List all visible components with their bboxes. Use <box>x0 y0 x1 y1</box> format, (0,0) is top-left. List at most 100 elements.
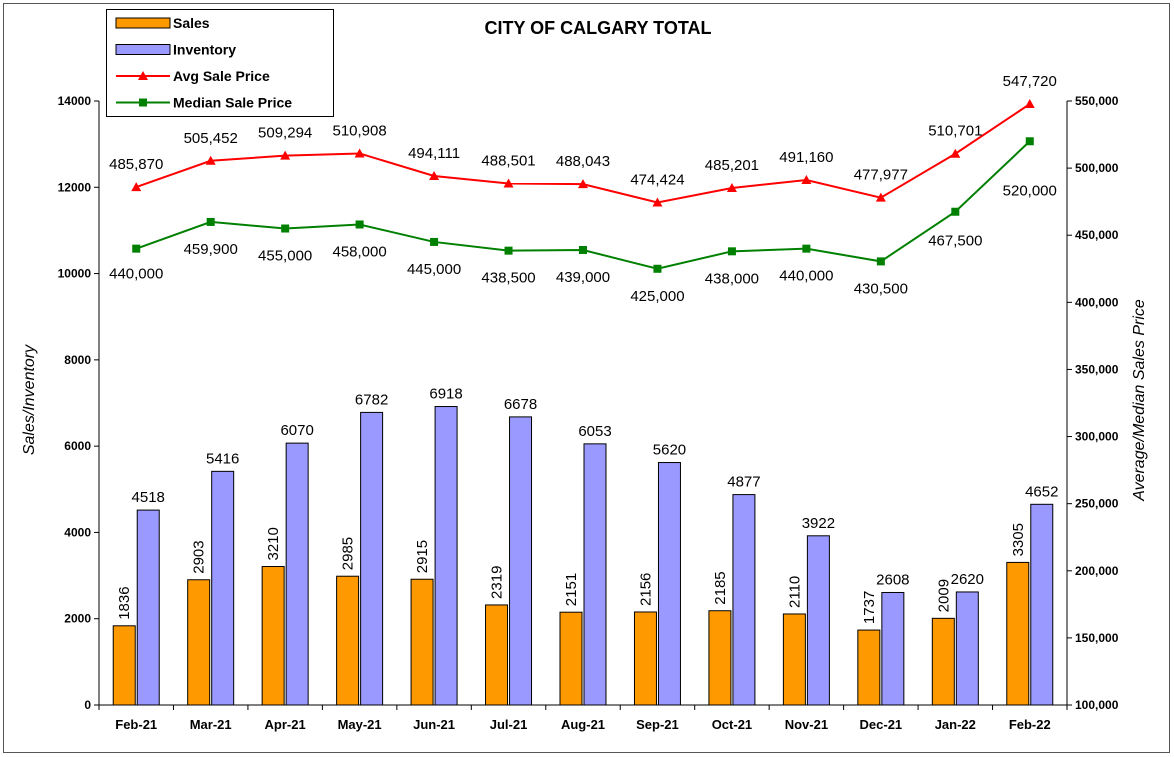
avg-price-marker <box>205 155 216 165</box>
avg-price-data-label: 477,977 <box>854 167 908 184</box>
sales-bar <box>633 611 657 706</box>
right-tick-label: 200,000 <box>1075 564 1119 578</box>
avg-price-data-label: 485,201 <box>705 157 759 174</box>
avg-price-marker <box>875 192 886 202</box>
legend-sales-swatch <box>115 17 171 29</box>
median-price-marker <box>504 246 513 255</box>
legend-label: Inventory <box>173 42 236 58</box>
median-price-marker <box>132 244 141 253</box>
x-tick-label: Jan-22 <box>935 717 976 732</box>
avg-price-data-label: 505,452 <box>184 130 238 147</box>
avg-price-data-label: 547,720 <box>1003 73 1057 90</box>
median-price-data-label: 440,000 <box>779 268 833 285</box>
inventory-bar <box>434 406 458 706</box>
left-tick-label: 6000 <box>64 439 91 453</box>
sales-data-label: 1737 <box>861 591 878 624</box>
bars-group <box>112 406 1054 706</box>
median-price-marker <box>579 245 587 254</box>
median-price-data-label: 467,500 <box>928 233 982 250</box>
avg-price-marker <box>280 150 291 160</box>
sales-bar <box>559 611 583 706</box>
right-tick-label: 550,000 <box>1075 94 1119 108</box>
lines-group <box>131 99 1035 273</box>
legend-label: Avg Sale Price <box>173 68 270 84</box>
left-tick-label: 14000 <box>58 94 92 108</box>
inventory-data-label: 6070 <box>280 422 313 439</box>
x-tick-label: Feb-21 <box>115 717 157 732</box>
median-price-data-label: 439,000 <box>556 269 610 286</box>
left-tick-label: 8000 <box>64 353 91 367</box>
data-labels-group: 1836 2903 3210 2985 2915 2319 2151 2156 2185 2110… <box>109 73 1058 624</box>
axes-group: 0 2000 4000 6000 8000 10000 12000 14000 100,000 1… <box>58 94 1119 732</box>
sales-data-label: 2110 <box>786 576 803 608</box>
legend-median-marker <box>139 98 147 107</box>
right-tick-label: 150,000 <box>1075 631 1119 645</box>
sales-data-label: 2156 <box>637 573 654 606</box>
sales-data-label: 1836 <box>116 586 133 619</box>
avg-price-marker <box>801 174 812 184</box>
inventory-data-label: 5416 <box>206 450 239 467</box>
median-price-data-label: 459,900 <box>184 241 238 258</box>
right-tick-label: 400,000 <box>1075 295 1119 309</box>
avg-price-marker <box>726 182 737 192</box>
avg-price-data-label: 474,424 <box>630 171 684 188</box>
median-price-marker <box>430 237 439 246</box>
x-tick-label: Nov-21 <box>785 717 828 732</box>
avg-price-data-label: 510,701 <box>928 123 982 140</box>
legend-label: Median Sale Price <box>173 95 292 111</box>
sales-data-label: 2319 <box>489 566 506 599</box>
sales-data-label: 2151 <box>563 573 580 606</box>
inventory-data-label: 4518 <box>132 489 165 506</box>
sales-data-label: 2985 <box>340 537 357 570</box>
sales-data-label: 2915 <box>414 540 431 573</box>
x-tick-label: Aug-21 <box>561 717 605 732</box>
median-price-data-label: 440,000 <box>109 266 163 283</box>
x-tick-label: Mar-21 <box>190 717 232 732</box>
inventory-bar <box>211 470 235 706</box>
median-price-data-label: 430,500 <box>854 280 908 297</box>
avg-price-marker <box>578 179 588 189</box>
median-price-data-label: 438,000 <box>705 270 759 287</box>
inventory-bar <box>583 443 607 706</box>
inventory-data-label: 6782 <box>355 391 388 408</box>
sales-bar <box>782 613 806 706</box>
inventory-data-label: 4877 <box>727 474 760 491</box>
sales-bar <box>261 566 285 706</box>
avg-price-marker <box>503 178 514 188</box>
sales-bar <box>857 629 881 706</box>
median-price-data-label: 455,000 <box>258 248 312 265</box>
avg-price-marker <box>950 148 961 158</box>
sales-bar <box>1006 561 1030 706</box>
x-tick-label: Apr-21 <box>265 717 306 732</box>
avg-price-data-label: 494,111 <box>408 145 460 162</box>
sales-data-label: 3210 <box>265 527 282 560</box>
inventory-data-label: 6678 <box>504 396 537 413</box>
left-tick-label: 10000 <box>58 267 92 281</box>
avg-price-marker <box>131 182 142 192</box>
left-tick-label: 12000 <box>58 180 92 194</box>
right-tick-label: 450,000 <box>1075 228 1119 242</box>
sales-bar <box>410 578 434 706</box>
right-tick-label: 250,000 <box>1075 497 1119 511</box>
avg-price-data-label: 488,043 <box>556 153 610 170</box>
median-price-data-label: 445,000 <box>407 261 461 278</box>
avg-price-marker <box>429 171 440 181</box>
median-price-data-label: 425,000 <box>630 288 684 305</box>
median-price-marker <box>802 244 811 253</box>
avg-price-data-label: 491,160 <box>779 149 833 166</box>
legend-label: Sales <box>173 15 210 31</box>
inventory-data-label: 6918 <box>429 386 462 403</box>
sales-data-label: 2903 <box>191 540 208 573</box>
median-price-marker <box>355 220 364 229</box>
median-price-marker <box>653 264 662 273</box>
median-price-data-label: 438,500 <box>481 270 535 287</box>
sales-bar <box>336 575 360 706</box>
avg-price-data-label: 485,870 <box>109 156 163 173</box>
sales-bar <box>708 610 732 706</box>
right-tick-label: 500,000 <box>1075 161 1119 175</box>
chart-title: CITY OF CALGARY TOTAL <box>484 18 711 38</box>
inventory-data-label: 2620 <box>951 571 984 588</box>
sales-bar <box>931 617 955 706</box>
median-price-data-label: 520,000 <box>1003 182 1057 199</box>
left-tick-label: 4000 <box>64 525 91 539</box>
